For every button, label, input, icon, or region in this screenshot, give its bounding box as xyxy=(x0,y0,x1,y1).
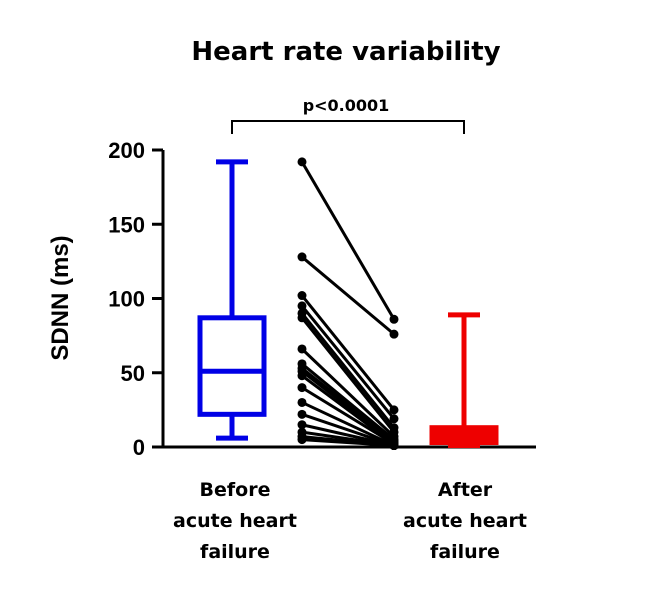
point-before-2 xyxy=(297,291,307,301)
pair-line-9 xyxy=(301,370,395,444)
pair-line-12 xyxy=(301,401,395,447)
pair-line-11 xyxy=(301,386,395,446)
bracket-line xyxy=(231,120,465,134)
y-tick-label-200: 200 xyxy=(108,138,145,163)
point-before-14 xyxy=(297,420,307,430)
y-tick-label-100: 100 xyxy=(108,287,145,312)
pair-line-13 xyxy=(301,412,395,447)
pair-line-2 xyxy=(300,294,396,411)
point-before-13 xyxy=(297,409,307,419)
point-before-10 xyxy=(297,371,307,381)
point-after-3 xyxy=(389,414,399,424)
pair-line-3 xyxy=(300,304,396,420)
pair-line-10 xyxy=(301,374,395,446)
p-value-label: p<0.0001 xyxy=(303,96,390,115)
x-label-0-line-2: failure xyxy=(200,541,270,563)
point-after-2 xyxy=(389,405,399,415)
box-before xyxy=(197,159,267,441)
y-axis: 0 50 100 150 200 xyxy=(108,138,165,460)
y-tick-label-0: 0 xyxy=(133,435,145,460)
point-before-0 xyxy=(297,157,307,167)
point-before-1 xyxy=(297,252,307,262)
pair-line-6 xyxy=(300,347,396,438)
chart-title: Heart rate variability xyxy=(191,37,500,67)
significance-bracket: p<0.0001 xyxy=(231,96,465,134)
x-label-1-line-2: failure xyxy=(430,541,500,563)
pair-line-5 xyxy=(300,316,396,434)
x-label-0-line-1: acute heart xyxy=(173,510,297,532)
before-box xyxy=(197,315,267,417)
point-before-6 xyxy=(297,344,307,354)
x-label-1-line-0: After xyxy=(438,479,493,501)
pair-line-1 xyxy=(301,255,395,336)
point-before-5 xyxy=(297,313,307,323)
point-after-1 xyxy=(389,329,399,339)
point-after-17 xyxy=(389,441,399,451)
point-before-3 xyxy=(297,301,307,311)
point-before-12 xyxy=(297,397,307,407)
x-category-labels: Before acute heart failure After acute heart… xyxy=(173,479,527,563)
pair-line-17 xyxy=(301,438,395,448)
point-before-17 xyxy=(297,435,307,445)
y-tick-label-150: 150 xyxy=(108,212,145,237)
pair-line-4 xyxy=(300,312,396,429)
after-box-fill xyxy=(432,427,496,443)
point-before-11 xyxy=(297,383,307,393)
x-label-0-line-0: Before xyxy=(200,479,271,501)
pair-line-0 xyxy=(300,161,396,321)
paired-points xyxy=(297,157,399,451)
point-after-0 xyxy=(389,314,399,324)
box-after xyxy=(429,312,499,449)
x-label-1-line-1: acute heart xyxy=(403,510,527,532)
y-tick-label-50: 50 xyxy=(121,361,145,386)
pair-line-7 xyxy=(301,362,395,441)
y-axis-label: SDNN (ms) xyxy=(47,235,74,360)
